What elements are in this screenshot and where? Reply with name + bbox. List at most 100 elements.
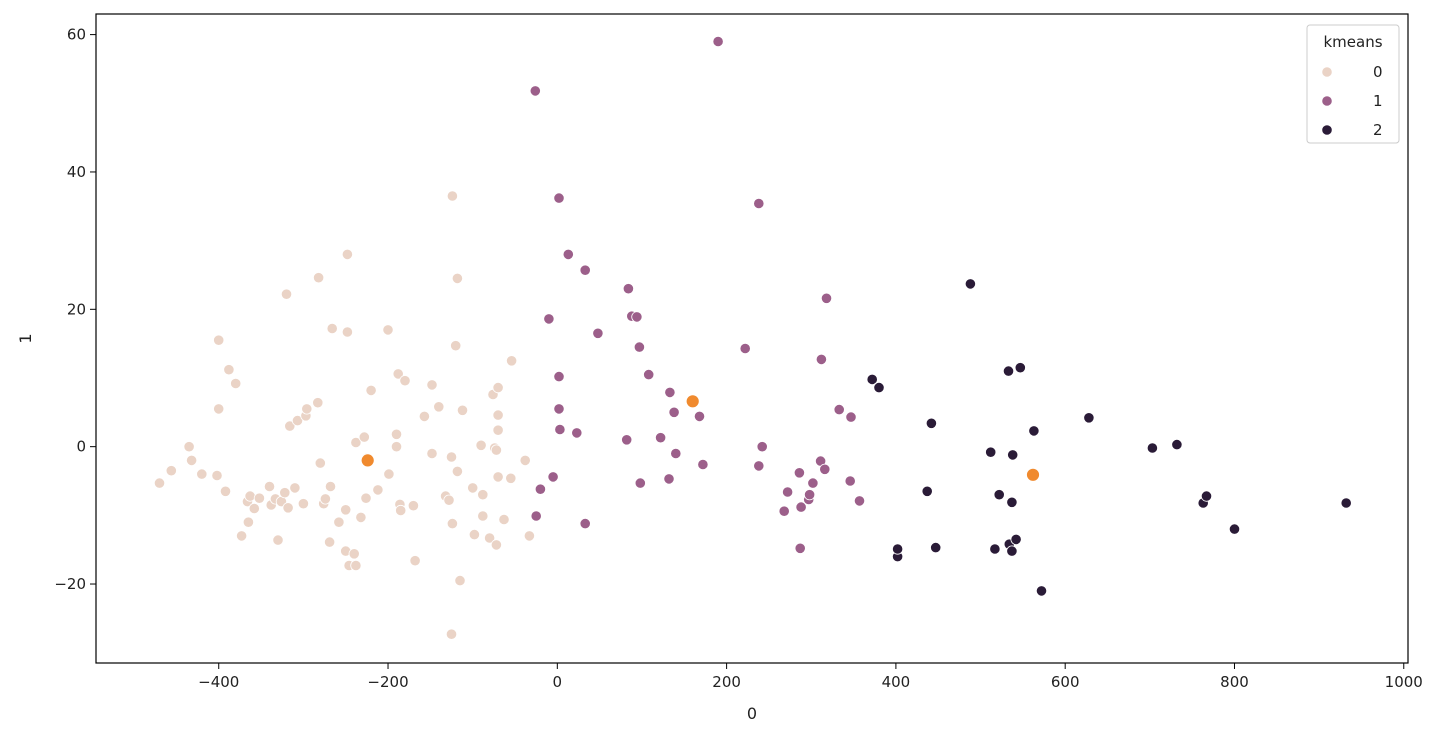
data-point-cluster-0: [284, 420, 296, 432]
data-point-cluster-2: [1035, 585, 1048, 597]
legend-marker-0: [1321, 66, 1333, 78]
data-point-cluster-1: [553, 370, 565, 383]
data-point-cluster-0: [392, 368, 404, 380]
x-tick-label: 600: [1051, 673, 1080, 691]
x-tick-label: 1000: [1385, 673, 1423, 691]
legend-title: kmeans: [1323, 33, 1382, 51]
data-point-cluster-2: [1010, 533, 1022, 546]
data-point-cluster-2: [1028, 425, 1040, 437]
data-point-cluster-2: [964, 278, 977, 290]
data-point-cluster-0: [477, 489, 489, 501]
x-tick-label: 400: [882, 673, 911, 691]
data-point-cluster-0: [483, 532, 496, 544]
data-point-cluster-1: [643, 368, 655, 381]
y-tick-label: 20: [67, 300, 86, 318]
data-point-cluster-0: [326, 322, 338, 335]
data-point-cluster-0: [446, 517, 458, 530]
data-point-cluster-0: [365, 384, 377, 396]
data-point-cluster-1: [819, 463, 831, 475]
data-point-cluster-0: [223, 364, 235, 376]
data-point-cluster-2: [873, 381, 885, 394]
data-point-cluster-2: [1002, 365, 1015, 377]
data-point-cluster-0: [341, 326, 353, 338]
data-point-cluster-0: [314, 457, 326, 469]
data-point-cluster-1: [833, 403, 845, 416]
data-point-cluster-1: [579, 264, 591, 276]
data-point-cluster-1: [543, 313, 555, 325]
y-tick-label: 40: [67, 163, 86, 181]
data-point-cluster-1: [803, 489, 816, 501]
x-axis-label: 0: [747, 704, 757, 723]
data-point-cluster-0: [395, 504, 407, 517]
data-point-cluster-0: [358, 431, 370, 443]
plot-frame: [95, 13, 1409, 664]
data-point-cluster-0: [297, 498, 309, 510]
data-point-cluster-1: [853, 495, 866, 507]
y-tick-label: 60: [67, 26, 86, 44]
data-point-cluster-1: [553, 403, 565, 415]
data-point-cluster-1: [530, 510, 542, 522]
data-point-cluster-0: [418, 410, 430, 422]
legend-label-1: 1: [1373, 92, 1383, 110]
data-point-cluster-0: [323, 536, 336, 548]
data-point-cluster-0: [360, 492, 372, 504]
data-point-cluster-1: [670, 447, 682, 460]
data-point-cluster-0: [399, 375, 411, 387]
data-point-cluster-0: [523, 530, 536, 542]
data-point-cluster-0: [492, 381, 504, 394]
data-point-cluster-0: [348, 548, 360, 560]
data-point-cluster-0: [407, 500, 419, 512]
data-point-cluster-2: [1014, 362, 1026, 374]
data-point-cluster-0: [445, 628, 458, 640]
data-point-cluster-1: [547, 471, 559, 483]
data-point-cluster-1: [571, 427, 583, 439]
data-point-cluster-1: [592, 327, 604, 339]
data-point-cluster-0: [236, 530, 248, 542]
data-point-cluster-0: [242, 516, 254, 528]
data-point-cluster-0: [433, 401, 445, 413]
data-point-cluster-0: [519, 454, 531, 466]
y-tick-label: −20: [54, 575, 86, 593]
data-point-cluster-0: [219, 485, 232, 497]
data-point-cluster-1: [654, 432, 667, 444]
data-point-cluster-1: [529, 85, 541, 97]
data-point-cluster-0: [211, 469, 223, 482]
data-point-cluster-1: [668, 406, 680, 418]
data-point-cluster-0: [253, 492, 265, 504]
data-point-cluster-0: [409, 555, 421, 567]
data-point-cluster-2: [925, 417, 938, 429]
data-point-cluster-0: [426, 447, 438, 460]
data-point-cluster-0: [333, 516, 345, 528]
legend-marker-1: [1321, 95, 1333, 107]
data-point-cluster-0: [467, 482, 479, 494]
data-point-cluster-2: [1340, 497, 1352, 509]
data-point-cluster-2: [1228, 523, 1241, 535]
data-point-cluster-0: [451, 272, 463, 284]
data-point-cluster-0: [350, 436, 362, 449]
data-point-cluster-0: [291, 414, 304, 427]
data-point-cluster-2: [891, 543, 904, 555]
data-point-cluster-1: [756, 441, 768, 453]
data-point-cluster-0: [390, 441, 403, 453]
data-point-cluster-1: [697, 458, 709, 471]
data-point-cluster-0: [312, 272, 325, 284]
data-point-cluster-0: [350, 559, 362, 572]
data-point-cluster-1: [795, 501, 807, 513]
data-point-cluster-1: [778, 505, 790, 517]
data-point-cluster-0: [183, 441, 195, 453]
data-point-cluster-0: [153, 477, 166, 489]
data-point-cluster-0: [289, 482, 301, 494]
data-point-cluster-2: [1146, 442, 1159, 454]
data-point-cluster-0: [340, 504, 352, 516]
x-tick-label: −200: [367, 673, 408, 691]
data-point-cluster-1: [633, 341, 646, 353]
data-point-cluster-0: [372, 484, 384, 496]
data-point-cluster-0: [282, 502, 294, 514]
data-point-cluster-1: [794, 542, 806, 554]
data-point-cluster-0: [280, 288, 293, 300]
data-point-cluster-0: [324, 480, 337, 493]
data-point-cluster-0: [454, 574, 466, 587]
data-point-cluster-1: [622, 283, 635, 295]
legend-label-2: 2: [1373, 121, 1383, 139]
data-point-cluster-2: [921, 485, 933, 497]
